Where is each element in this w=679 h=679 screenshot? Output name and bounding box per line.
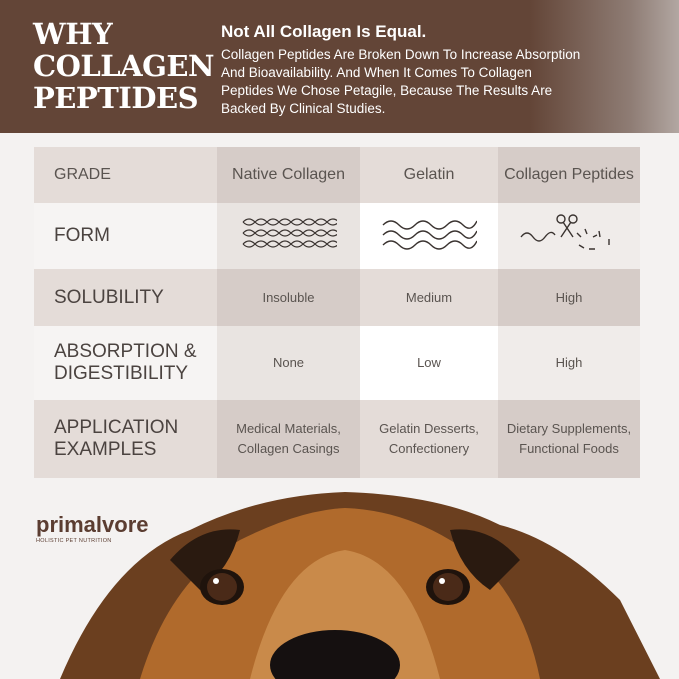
- table-row-application: APPLICATION EXAMPLES Medical Materials, …: [34, 400, 640, 478]
- banner-heading: Not All Collagen Is Equal.: [221, 22, 427, 41]
- col-header: Gelatin: [360, 147, 498, 203]
- logo-name: primalvore: [36, 512, 149, 537]
- cell-value: Medical Materials, Collagen Casings: [217, 400, 360, 478]
- cell-value: Gelatin Desserts, Confectionery: [360, 400, 498, 478]
- triple-helix-icon: [242, 218, 339, 248]
- cell-value: Medium: [360, 269, 498, 326]
- scissors-cut-fragments-icon: [520, 214, 610, 250]
- header-banner: Why Collagen Peptides Not All Collagen I…: [0, 0, 679, 133]
- row-label: GRADE: [34, 147, 217, 203]
- cell-value: Low: [360, 326, 498, 400]
- comparison-table: GRADE Native Collagen Gelatin Collagen P…: [34, 147, 640, 478]
- row-label: ABSORPTION & DIGESTIBILITY: [34, 326, 217, 400]
- table-row-grade: GRADE Native Collagen Gelatin Collagen P…: [34, 147, 640, 203]
- row-label: APPLICATION EXAMPLES: [34, 400, 217, 478]
- dog-photo: [0, 480, 679, 679]
- title-line: Why: [33, 17, 113, 51]
- wavy-strands-icon: [382, 220, 478, 250]
- col-header: Collagen Peptides: [498, 147, 640, 203]
- table-row-form: FORM: [34, 203, 640, 269]
- banner-title: Why Collagen Peptides: [33, 17, 215, 115]
- cell-value: Dietary Supplements, Functional Foods: [498, 400, 640, 478]
- table-row-absorption: ABSORPTION & DIGESTIBILITY None Low High: [34, 326, 640, 400]
- col-header: Native Collagen: [217, 147, 360, 203]
- brand-logo: primalvore HOLISTIC PET NUTRITION: [36, 490, 149, 544]
- cell-value: High: [498, 269, 640, 326]
- cell-value: None: [217, 326, 360, 400]
- logo-tagline: HOLISTIC PET NUTRITION: [36, 538, 112, 544]
- title-line: Collagen: [33, 49, 215, 83]
- row-label: SOLUBILITY: [34, 269, 217, 326]
- cell-value: Insoluble: [217, 269, 360, 326]
- row-label: FORM: [34, 203, 217, 269]
- table-row-solubility: SOLUBILITY Insoluble Medium High: [34, 269, 640, 326]
- banner-body: Collagen Peptides Are Broken Down To Inc…: [221, 47, 581, 116]
- title-line: Peptides: [33, 81, 199, 115]
- cell-value: High: [498, 326, 640, 400]
